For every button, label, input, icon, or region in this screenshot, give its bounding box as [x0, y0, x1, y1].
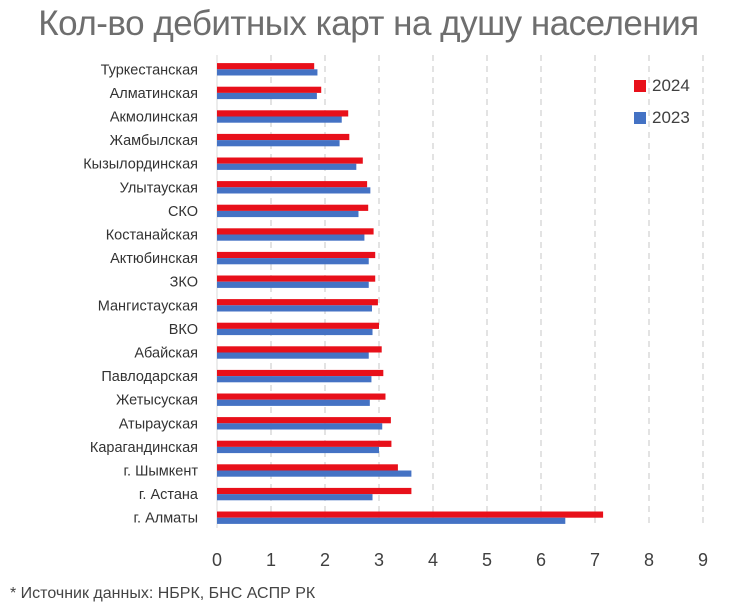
category-label: Жамбылская: [110, 133, 198, 149]
bar-2024: [217, 346, 382, 353]
bar-2024: [217, 86, 322, 93]
category-label: ВКО: [169, 322, 198, 338]
bar-2023: [217, 352, 369, 359]
bar-2024: [217, 275, 376, 282]
category-label: Мангистауская: [98, 298, 198, 314]
category-label: Жетысуская: [116, 393, 198, 409]
legend-item-2024: 2024: [634, 76, 690, 96]
x-tick-label: 5: [482, 550, 492, 570]
bar-2023: [217, 494, 373, 501]
x-tick-label: 9: [698, 550, 708, 570]
bar-2024: [217, 228, 374, 235]
bar-2024: [217, 393, 386, 400]
bar-2023: [217, 305, 372, 312]
bar-2023: [217, 187, 371, 194]
bar-2023: [217, 423, 383, 430]
category-label: г. Алматы: [134, 511, 199, 527]
bar-2024: [217, 181, 368, 188]
bar-2023: [217, 470, 412, 477]
bar-2024: [217, 487, 412, 495]
category-label: г. Астана: [139, 487, 199, 503]
legend-swatch-2024: [634, 80, 646, 92]
category-label: Акмолинская: [110, 110, 198, 126]
bar-2023: [217, 163, 357, 170]
category-label: Кызылординская: [83, 157, 198, 173]
x-tick-label: 4: [428, 550, 438, 570]
x-tick-label: 1: [266, 550, 276, 570]
x-tick-label: 3: [374, 550, 384, 570]
category-label: Улытауская: [120, 180, 198, 196]
bar-2024: [217, 157, 363, 164]
bar-2024: [217, 511, 604, 518]
bar-2023: [217, 399, 370, 406]
bar-2023: [217, 376, 372, 383]
category-label: Карагандинская: [90, 440, 198, 456]
chart-title: Кол-во дебитных карт на душу населения: [38, 4, 699, 43]
x-tick-label: 8: [644, 550, 654, 570]
category-label: Павлодарская: [101, 369, 198, 385]
x-tick-label: 2: [320, 550, 330, 570]
bar-2023: [217, 92, 317, 100]
x-tick-label: 7: [590, 550, 600, 570]
legend-swatch-2023: [634, 112, 646, 124]
bar-2024: [217, 322, 379, 329]
category-label: Костанайская: [106, 228, 198, 244]
bar-2024: [217, 299, 378, 306]
x-tick-label: 0: [212, 550, 222, 570]
bar-2024: [217, 251, 376, 259]
category-label: ЗКО: [170, 275, 198, 291]
bar-2024: [217, 369, 384, 377]
bar-2023: [217, 210, 359, 218]
category-label: Туркестанская: [101, 62, 198, 78]
category-label: г. Шымкент: [124, 464, 199, 480]
bar-2023: [217, 116, 342, 123]
category-label: СКО: [168, 204, 198, 220]
x-tick-label: 6: [536, 550, 546, 570]
bar-2024: [217, 63, 315, 70]
bar-2024: [217, 133, 350, 141]
category-label: Абайская: [134, 346, 198, 362]
legend-item-2023: 2023: [634, 108, 690, 128]
category-label: Атырауская: [119, 416, 198, 432]
bar-2024: [217, 440, 392, 447]
category-label: Алматинская: [110, 86, 198, 102]
bar-2023: [217, 281, 369, 288]
source-note: * Источник данных: НБРК, БНС АСПР РК: [10, 585, 316, 602]
bar-2024: [217, 464, 398, 471]
bar-2023: [217, 446, 379, 454]
legend-label-2024: 2024: [652, 76, 690, 95]
bar-2023: [217, 140, 340, 147]
bar-2023: [217, 517, 566, 524]
legend-label-2023: 2023: [652, 108, 690, 127]
bar-2023: [217, 328, 373, 336]
bar-2023: [217, 234, 365, 241]
category-label: Актюбинская: [110, 251, 198, 267]
bar-2023: [217, 69, 318, 76]
bar-2023: [217, 258, 369, 265]
bar-2024: [217, 417, 391, 424]
bar-2024: [217, 110, 349, 117]
bar-2024: [217, 204, 369, 211]
